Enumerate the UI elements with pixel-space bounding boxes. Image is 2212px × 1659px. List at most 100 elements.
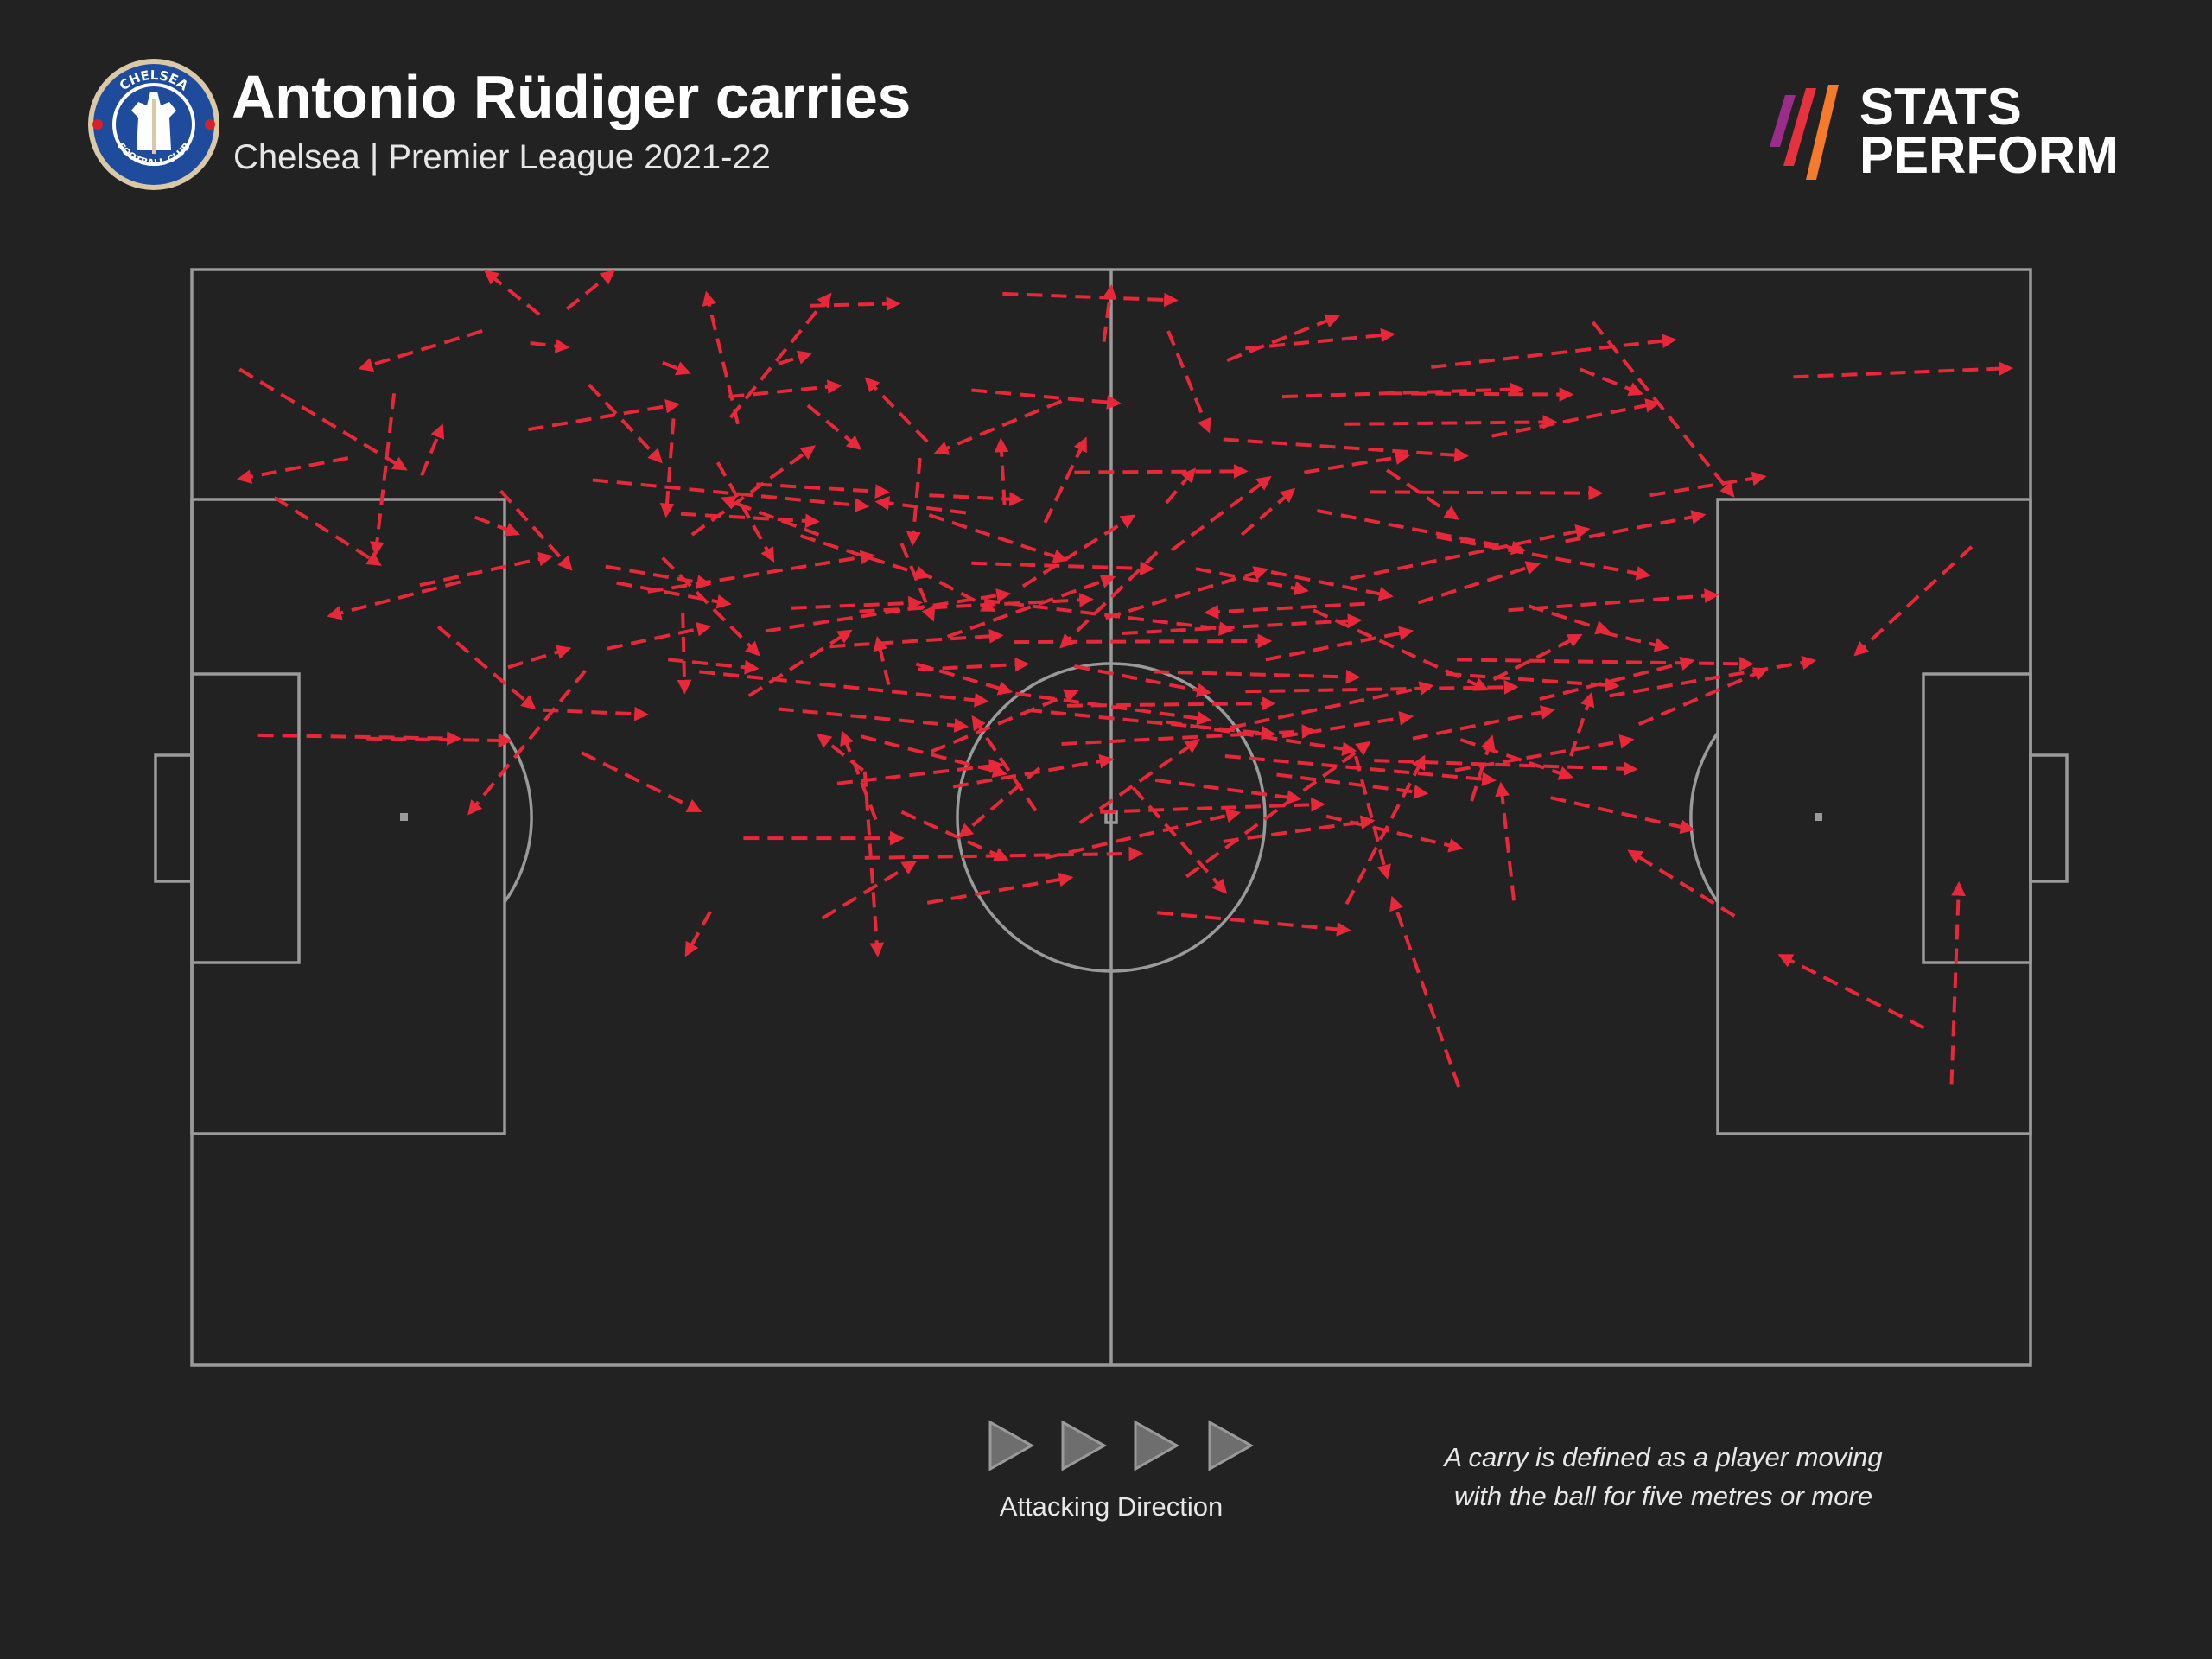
- carry-arrow: [1122, 613, 1363, 635]
- carry-arrow: [1354, 755, 1391, 880]
- carry-arrow: [1777, 954, 1925, 1030]
- carry-arrow: [715, 461, 775, 563]
- carry-arrow: [1195, 567, 1309, 596]
- carry-arrow: [1074, 463, 1249, 479]
- carry-arrow: [1949, 880, 1966, 1085]
- carry-arrow: [1066, 696, 1276, 711]
- carry-arrow: [616, 581, 732, 609]
- carry-arrow: [1627, 849, 1736, 918]
- carry-arrow: [1074, 664, 1212, 698]
- carry-arrow: [1102, 283, 1117, 342]
- carry-arrow: [237, 456, 349, 484]
- carry-arrow: [873, 636, 891, 686]
- note-line-2: with the ball for five metres or more: [1453, 1481, 1873, 1511]
- carry-arrow: [1223, 437, 1470, 463]
- carry-arrow: [1601, 630, 1669, 652]
- carry-arrow: [946, 574, 1116, 639]
- carry-arrow: [1508, 588, 1719, 613]
- carry-arrow: [1240, 487, 1296, 537]
- carry-arrow: [1230, 681, 1434, 729]
- carry-arrow: [1492, 633, 1583, 681]
- carry-arrow: [821, 861, 918, 920]
- carry-arrow: [528, 398, 681, 432]
- carry-arrow: [1316, 509, 1527, 556]
- carry-arrow: [765, 588, 1012, 633]
- carry-arrow: [436, 625, 537, 710]
- carry-arrow: [238, 367, 408, 471]
- carry-arrow: [906, 457, 922, 547]
- carry-arrow: [499, 489, 573, 571]
- carry-arrow: [862, 771, 885, 957]
- carry-arrow: [1185, 741, 1371, 879]
- carry-arrow: [864, 377, 929, 443]
- carry-arrow: [1649, 471, 1767, 498]
- carry-arrow: [677, 612, 692, 695]
- carry-arrow: [668, 658, 760, 675]
- carry-arrow: [1132, 786, 1228, 894]
- carry-arrow: [926, 872, 1074, 905]
- carry-arrow: [1579, 367, 1644, 397]
- penalty-arc-right: [1689, 731, 1719, 904]
- carry-arrow: [507, 645, 572, 670]
- carry-arrow: [1569, 691, 1595, 757]
- carry-arrow: [1153, 669, 1361, 684]
- carry-arrow: [1014, 633, 1273, 649]
- carry-arrow: [684, 911, 712, 957]
- carry-arrow: [778, 350, 813, 365]
- carry-arrow: [756, 482, 890, 499]
- carry-arrow: [930, 689, 1079, 753]
- carry-arrow: [1226, 314, 1340, 363]
- carry-arrow: [929, 492, 1025, 507]
- carry-arrow: [565, 270, 615, 311]
- carry-arrow: [1043, 436, 1087, 524]
- stats-perform-wordmark: STATS PERFORM: [1859, 78, 2119, 181]
- carry-arrow: [474, 515, 520, 537]
- penalty-area-left: [190, 498, 506, 1135]
- goal-left: [154, 753, 194, 883]
- carry-arrow: [1370, 486, 1604, 501]
- carry-arrow: [859, 593, 1094, 613]
- carry-arrow: [720, 495, 820, 537]
- carry-arrow: [728, 379, 842, 399]
- carry-arrow: [1204, 601, 1365, 620]
- carry-arrow: [1002, 291, 1179, 308]
- carry-arrow: [1344, 415, 1558, 429]
- goal-area-right: [1922, 672, 2032, 964]
- carry-arrow: [1457, 656, 1754, 671]
- carry-arrow: [728, 292, 832, 419]
- carry-arrow: [1281, 711, 1414, 739]
- carry-arrow: [840, 730, 878, 821]
- stats-perform-logo: STATS PERFORM: [1766, 78, 2138, 187]
- carry-arrow: [1539, 656, 1695, 702]
- carry-arrow: [1431, 334, 1677, 369]
- carry-arrow: [273, 496, 382, 566]
- carry-arrow: [483, 270, 541, 316]
- goal-right: [2029, 753, 2069, 883]
- penalty-spot-left: [400, 813, 408, 821]
- carry-arrow: [467, 669, 587, 816]
- carry-arrow: [607, 622, 712, 651]
- carry-arrow: [918, 657, 1030, 672]
- carry-arrow: [369, 393, 397, 556]
- carry-arrow: [605, 564, 712, 589]
- carry-arrow: [1223, 815, 1376, 843]
- carry-arrow: [530, 339, 570, 353]
- carry-arrow: [647, 550, 875, 594]
- carry-arrow: [983, 598, 1234, 636]
- carry-arrow: [1304, 450, 1410, 474]
- carry-arrow: [1157, 911, 1351, 937]
- carry-arrow: [1386, 468, 1459, 520]
- carry-arrow: [699, 670, 989, 708]
- carry-arrow: [1166, 720, 1357, 756]
- carry-arrow: [1171, 475, 1272, 552]
- brand-line-1: STATS: [1859, 78, 2022, 136]
- carry-arrow: [358, 329, 483, 372]
- carry-arrow: [830, 628, 1004, 649]
- carry-arrow: [952, 753, 1115, 789]
- attacking-direction-label: Attacking Direction: [999, 1491, 1224, 1522]
- carry-arrow: [1853, 545, 1974, 657]
- carry-arrow: [702, 290, 740, 425]
- carry-arrow: [1387, 387, 1574, 402]
- carry-arrow: [1591, 321, 1735, 498]
- page-subtitle: Chelsea | Premier League 2021-22: [233, 138, 771, 176]
